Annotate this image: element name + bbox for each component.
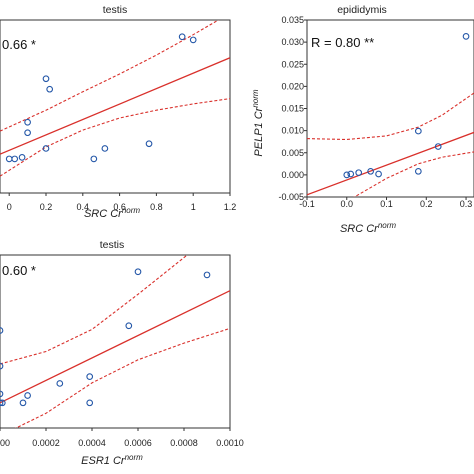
- x-tick-label: 0.3: [460, 199, 473, 209]
- x-tick-label: 0.2: [40, 202, 53, 212]
- correlation-annotation: R = 0.80 **: [311, 35, 374, 50]
- data-point: [90, 155, 98, 163]
- panel-title: testis: [100, 239, 125, 251]
- data-point: [367, 167, 374, 175]
- x-tick-label: 0.6: [113, 202, 126, 212]
- data-point: [203, 271, 211, 279]
- x-tick-label: 0.0006: [124, 438, 152, 448]
- data-point: [462, 33, 470, 40]
- ci-upper-line: [307, 92, 474, 141]
- data-point: [24, 118, 31, 126]
- data-point: [145, 140, 153, 148]
- data-point: [42, 145, 50, 152]
- y-tick-label: 0.020: [281, 81, 304, 91]
- data-point: [0, 390, 4, 398]
- x-tick-labels: -0.1 0.0 0.1 0.2 0.3: [299, 197, 472, 209]
- y-tick-label: 0.000: [281, 170, 304, 180]
- y-tick-labels: -0.005 0.000 0.005 0.010 0.015 0.020 0.025 0.03…: [278, 15, 307, 202]
- ci-lower-line: [353, 151, 474, 197]
- data-point: [42, 75, 50, 83]
- x-tick-label: 0.8: [150, 202, 163, 212]
- data-point: [343, 171, 351, 179]
- data-point: [46, 85, 54, 93]
- data-point: [0, 362, 4, 370]
- x-tick-label: 0.0008: [170, 438, 198, 448]
- x-tick-label: 1.2: [224, 202, 237, 212]
- x-tick-label: 0.0004: [78, 438, 106, 448]
- x-tick-label: 1: [191, 202, 196, 212]
- data-point: [0, 399, 6, 407]
- plot-frame: [0, 254, 231, 429]
- panel-epididymis: epididymis R = 0.80 ** -0.1 0.0 0.1 0.2 0.3 …: [251, 4, 474, 235]
- plot-frame: [306, 19, 474, 198]
- data-point: [0, 399, 4, 407]
- data-point: [189, 36, 197, 44]
- regression-line: [0, 290, 230, 404]
- correlation-annotation: 0.60 *: [2, 263, 36, 278]
- x-tick-label: 0.0: [341, 199, 354, 209]
- data-point: [56, 380, 64, 387]
- ci-upper-line: [0, 255, 189, 365]
- x-axis-label: SRC Crnorm: [340, 221, 396, 235]
- y-tick-label: 0.005: [281, 148, 304, 158]
- y-axis-label: PELP1 Crnorm: [251, 89, 265, 156]
- data-point: [24, 392, 31, 399]
- data-point: [375, 170, 382, 178]
- regression-line: [0, 57, 230, 155]
- data-point: [11, 155, 19, 163]
- x-tick-label: 0.4: [77, 202, 90, 212]
- x-tick-label: -0.1: [299, 199, 315, 209]
- x-axis-label: SRC Crnorm: [84, 206, 140, 220]
- data-point: [86, 399, 94, 407]
- data-point: [414, 167, 422, 175]
- data-point: [414, 127, 422, 135]
- data-point: [134, 268, 142, 276]
- data-point: [347, 170, 355, 178]
- data-point: [24, 129, 31, 137]
- ci-lower-line: [14, 327, 230, 428]
- panel-title: epididymis: [337, 4, 387, 16]
- panel-testis-src: testis 0.66 * 0 0.2 0.4 0.6 0.8 1 1.2 SRC Crno…: [0, 4, 236, 220]
- data-point: [101, 145, 109, 152]
- data-point: [125, 322, 133, 330]
- data-point: [86, 373, 94, 380]
- x-tick-label: 0.0010: [216, 438, 244, 448]
- x-tick-label: 0.2: [420, 199, 433, 209]
- plot-marks: [0, 255, 230, 428]
- panel-title: testis: [103, 4, 128, 16]
- y-tick-label: 0.030: [281, 37, 304, 47]
- ci-upper-line: [0, 20, 220, 132]
- data-point: [18, 154, 26, 161]
- y-tick-label: 0.015: [281, 104, 304, 114]
- data-point: [178, 33, 186, 41]
- data-point: [19, 399, 27, 407]
- y-tick-label: 0.035: [281, 15, 304, 25]
- y-tick-label: 0.010: [281, 126, 304, 136]
- x-tick-label: 0.1: [380, 199, 393, 209]
- data-point: [434, 143, 442, 150]
- data-point: [0, 327, 4, 334]
- plot-marks: [0, 20, 230, 177]
- clipped-marks: [0, 255, 230, 428]
- x-tick-labels: 0 0.2 0.4 0.6 0.8 1 1.2: [7, 193, 237, 212]
- x-axis-label: ESR1 Crnorm: [81, 453, 143, 467]
- data-point: [355, 169, 363, 177]
- correlation-annotation: 0.66 *: [2, 37, 36, 52]
- x-tick-label: 0: [7, 202, 12, 212]
- regression-line: [307, 131, 474, 196]
- y-tick-label: -0.005: [278, 192, 304, 202]
- clipped-marks: [307, 33, 474, 197]
- x-tick-label: 0.0002: [32, 438, 60, 448]
- plot-marks: [307, 33, 474, 197]
- clipped-marks: [0, 20, 230, 177]
- y-tick-label: 0.025: [281, 59, 304, 69]
